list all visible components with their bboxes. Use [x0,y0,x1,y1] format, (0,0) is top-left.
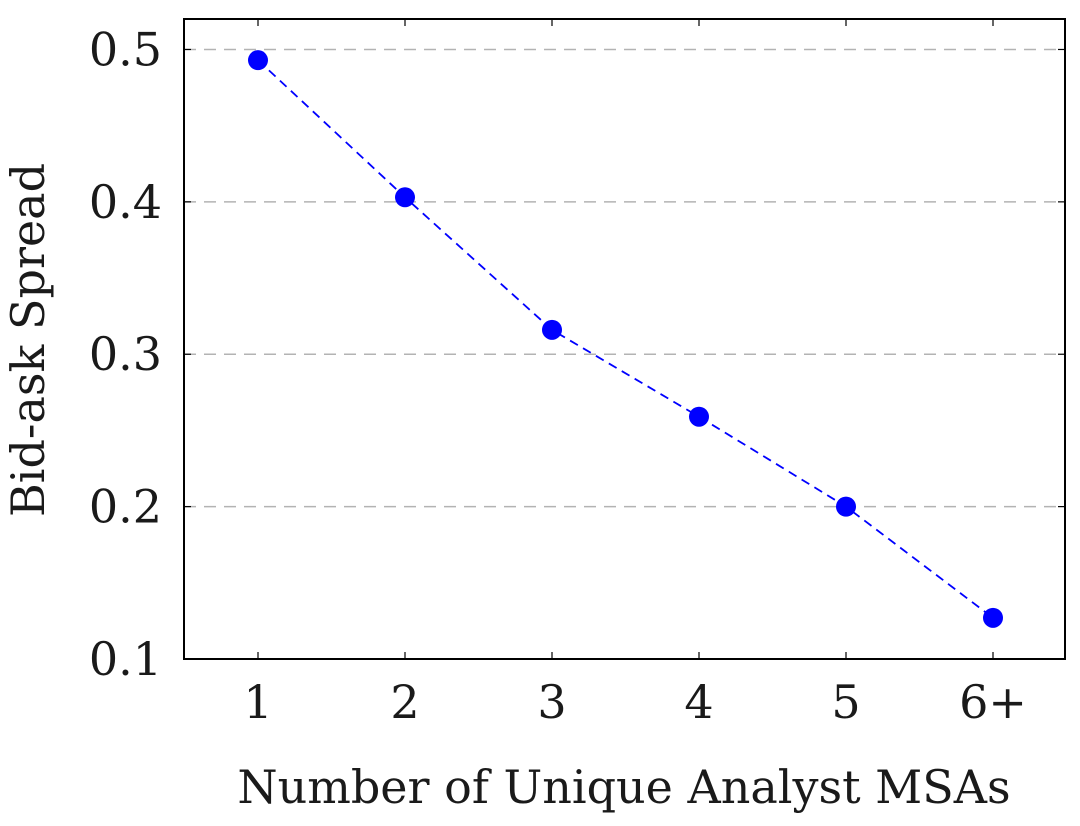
y-tick-label: 0.1 [89,632,162,686]
x-tick-label: 1 [243,675,272,729]
y-tick-label: 0.2 [89,480,162,534]
x-tick-label: 2 [390,675,419,729]
series-group [248,50,1003,628]
data-point [248,50,268,71]
plot-area-frame [183,18,1066,660]
y-axis-title: Bid-ask Spread [1,163,55,517]
tick-labels: 0.1 0.2 0.3 0.4 0.5 1 2 3 4 5 6+ [89,22,1027,729]
data-point [836,496,856,517]
data-point [689,406,709,427]
x-tick-label: 6+ [959,675,1027,729]
axis-ticks [184,19,1065,660]
x-tick-label: 5 [831,675,860,729]
series-line [257,59,994,619]
data-point [983,607,1003,628]
y-tick-label: 0.3 [89,327,162,381]
x-tick-label: 4 [684,675,713,729]
x-axis-title: Number of Unique Analyst MSAs [237,760,1010,814]
data-point [395,187,415,208]
y-tick-label: 0.5 [89,22,162,76]
data-point [542,319,562,340]
y-tick-label: 0.4 [89,175,162,229]
x-tick-label: 3 [537,675,566,729]
grid-lines [184,48,1065,508]
